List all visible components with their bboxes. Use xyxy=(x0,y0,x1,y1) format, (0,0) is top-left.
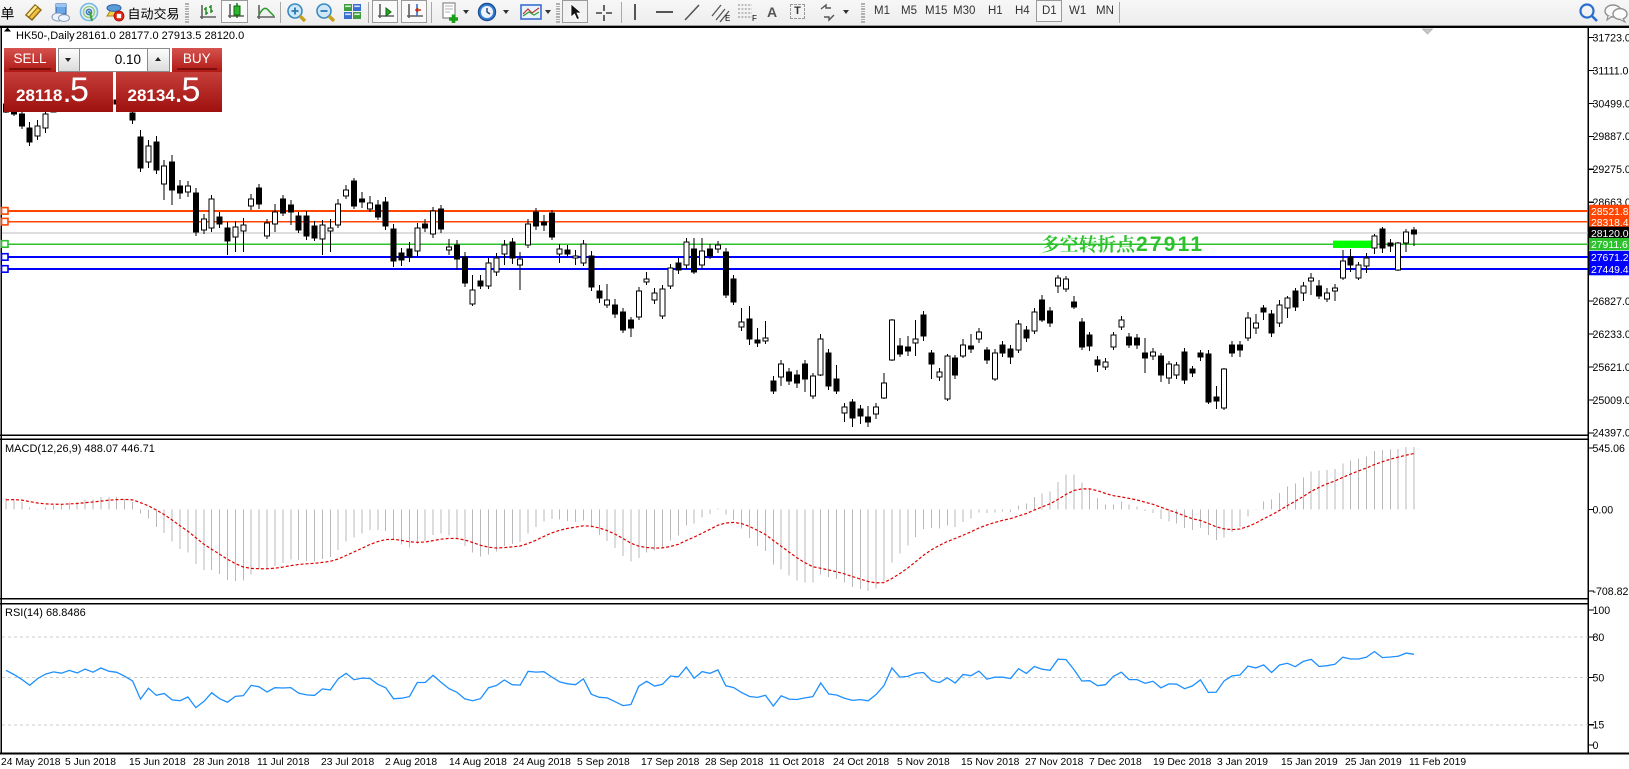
svg-text:HK50-,Daily: HK50-,Daily xyxy=(16,30,75,42)
svg-text:27 Nov 2018: 27 Nov 2018 xyxy=(1025,757,1084,768)
svg-text:E: E xyxy=(725,14,730,23)
svg-text:0.00: 0.00 xyxy=(1593,504,1614,516)
svg-text:15 Nov 2018: 15 Nov 2018 xyxy=(961,757,1020,768)
svg-text:5 Jun 2018: 5 Jun 2018 xyxy=(65,757,116,768)
svg-text:14 Aug 2018: 14 Aug 2018 xyxy=(449,757,507,768)
svg-text:24 May 2018: 24 May 2018 xyxy=(1,757,61,768)
svg-text:17 Sep 2018: 17 Sep 2018 xyxy=(641,757,700,768)
svg-text:25 Jan 2019: 25 Jan 2019 xyxy=(1345,757,1402,768)
svg-text:24 Oct 2018: 24 Oct 2018 xyxy=(833,757,889,768)
svg-text:7 Dec 2018: 7 Dec 2018 xyxy=(1089,757,1142,768)
svg-text:80: 80 xyxy=(1593,632,1605,644)
svg-text:27449.4: 27449.4 xyxy=(1591,265,1629,276)
svg-text:15 Jun 2018: 15 Jun 2018 xyxy=(129,757,186,768)
svg-text:28 Sep 2018: 28 Sep 2018 xyxy=(705,757,764,768)
svg-text:11 Oct 2018: 11 Oct 2018 xyxy=(769,757,825,768)
svg-text:28521.8: 28521.8 xyxy=(1591,207,1629,218)
svg-text:24397.0: 24397.0 xyxy=(1593,428,1629,440)
svg-text:29275.0: 29275.0 xyxy=(1593,164,1629,176)
svg-text:545.06: 545.06 xyxy=(1593,443,1626,455)
svg-text:100: 100 xyxy=(1593,605,1611,617)
svg-text:0: 0 xyxy=(1593,740,1599,752)
svg-text:28318.4: 28318.4 xyxy=(1591,218,1629,229)
svg-text:2 Aug 2018: 2 Aug 2018 xyxy=(385,757,437,768)
svg-text:29887.0: 29887.0 xyxy=(1593,131,1629,143)
svg-text:5 Nov 2018: 5 Nov 2018 xyxy=(897,757,950,768)
svg-text:27671.2: 27671.2 xyxy=(1591,253,1629,264)
svg-text:24 Aug 2018: 24 Aug 2018 xyxy=(513,757,571,768)
svg-text:F: F xyxy=(752,14,757,23)
svg-text:11 Jul 2018: 11 Jul 2018 xyxy=(257,757,310,768)
svg-text:23 Jul 2018: 23 Jul 2018 xyxy=(321,757,375,768)
svg-text:26233.0: 26233.0 xyxy=(1593,329,1629,341)
svg-text:3 Jan 2019: 3 Jan 2019 xyxy=(1217,757,1268,768)
svg-text:25621.0: 25621.0 xyxy=(1593,362,1629,374)
svg-text:28161.0 28177.0 27913.5 28120.: 28161.0 28177.0 27913.5 28120.0 xyxy=(76,30,244,42)
svg-text:15 Jan 2019: 15 Jan 2019 xyxy=(1281,757,1338,768)
svg-text:30499.0: 30499.0 xyxy=(1593,98,1629,110)
svg-text:28120.0: 28120.0 xyxy=(1591,229,1629,240)
svg-text:19 Dec 2018: 19 Dec 2018 xyxy=(1153,757,1212,768)
svg-text:-708.82: -708.82 xyxy=(1593,586,1629,598)
svg-text:MACD(12,26,9) 488.07 446.71: MACD(12,26,9) 488.07 446.71 xyxy=(5,443,155,455)
svg-text:31111.0: 31111.0 xyxy=(1593,65,1629,77)
svg-text:15: 15 xyxy=(1593,720,1605,732)
svg-text:27911.6: 27911.6 xyxy=(1591,240,1628,251)
svg-text:27911: 27911 xyxy=(1136,233,1204,256)
svg-text:11 Feb 2019: 11 Feb 2019 xyxy=(1409,757,1466,768)
svg-text:31723.0: 31723.0 xyxy=(1593,32,1629,44)
svg-text:50: 50 xyxy=(1593,672,1605,684)
svg-text:28 Jun 2018: 28 Jun 2018 xyxy=(193,757,250,768)
svg-text:5 Sep 2018: 5 Sep 2018 xyxy=(577,757,630,768)
svg-text:RSI(14) 68.8486: RSI(14) 68.8486 xyxy=(5,607,86,619)
svg-text:25009.0: 25009.0 xyxy=(1593,395,1629,407)
svg-text:26827.0: 26827.0 xyxy=(1593,296,1629,308)
